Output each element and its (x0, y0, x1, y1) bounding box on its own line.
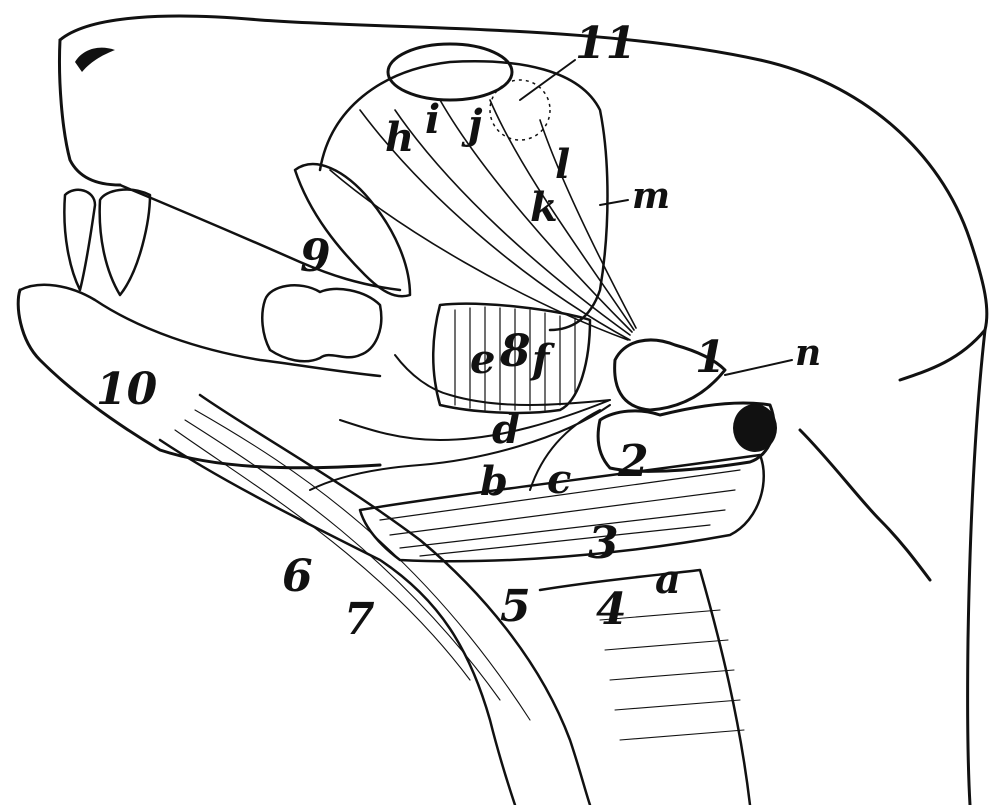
molar-teeth (261, 284, 383, 363)
lacrimal-gland (489, 79, 551, 141)
leader-m (599, 199, 629, 206)
orbit-muscles (318, 60, 609, 332)
leader-11 (519, 59, 576, 101)
label-2: 2 (618, 436, 649, 487)
lower-jaw-top (18, 283, 382, 378)
facial-nerve-branches (309, 354, 611, 491)
throat-outline (798, 428, 932, 582)
ear-opening (733, 404, 777, 452)
label-h: h (385, 114, 415, 161)
neck-back-outline (966, 328, 987, 805)
label-f: f (532, 336, 550, 383)
neck-muscle-lines (379, 469, 741, 557)
upper-incisor (63, 188, 97, 292)
label-n: n (795, 332, 822, 374)
sternomastoid-fibers (174, 409, 531, 721)
lower-neck-muscle (538, 568, 752, 805)
label-8: 8 (500, 326, 531, 377)
label-k: k (530, 184, 558, 231)
label-j: j (468, 101, 483, 148)
label-d: d (492, 406, 520, 453)
eyeball (386, 42, 514, 102)
zygomatic-gland (293, 162, 412, 298)
label-1: 1 (695, 332, 726, 383)
muscle-hatching (454, 306, 576, 411)
upper-jaw-edge (118, 183, 402, 292)
label-c: c (547, 456, 572, 503)
label-7: 7 (344, 594, 375, 645)
lower-jaw-outline (16, 288, 382, 470)
label-3: 3 (588, 518, 619, 569)
nostril (75, 47, 115, 72)
pterygoid-muscle-block (431, 302, 592, 415)
label-11: 11 (575, 18, 637, 69)
sternomastoid-band (158, 438, 517, 805)
label-m: m (632, 175, 671, 217)
lower-neck-fibers (599, 609, 745, 741)
label-6: 6 (282, 551, 313, 602)
eye-muscle-strands (329, 99, 637, 341)
label-i: i (425, 96, 441, 143)
head-outline (58, 14, 989, 382)
sternomastoid-band-inner (198, 393, 592, 805)
label-a: a (655, 556, 681, 603)
upper-canine (98, 188, 152, 297)
ear-cartilage (613, 338, 727, 412)
leader-n (724, 359, 793, 376)
snout-outline (57, 38, 122, 187)
label-b: b (480, 458, 508, 505)
label-e: e (470, 336, 496, 383)
label-l: l (555, 141, 571, 188)
label-5: 5 (500, 581, 531, 632)
label-4: 4 (596, 584, 627, 635)
label-10: 10 (96, 364, 158, 415)
label-9: 9 (300, 231, 331, 282)
